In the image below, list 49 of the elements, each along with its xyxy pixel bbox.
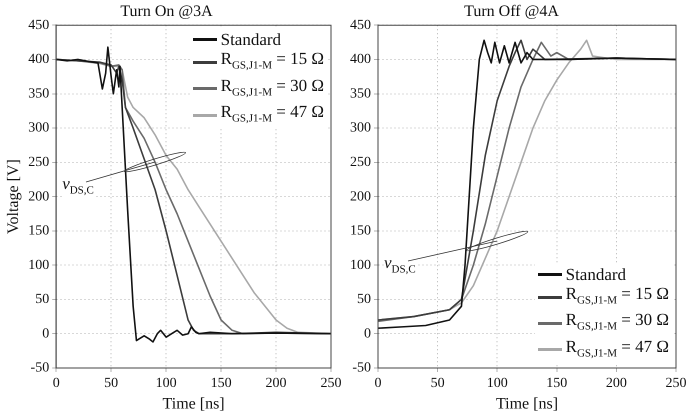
- x-tick-label: 0: [374, 376, 382, 392]
- legend-label: R$_{GS,J1-M}$ = 15 Ω: [220, 49, 324, 74]
- y-tick-label: -50: [30, 360, 50, 376]
- x-tick-label: 150: [210, 376, 232, 392]
- y-tick-label: 150: [350, 224, 371, 239]
- x-tick-label: 200: [606, 376, 627, 392]
- annotation: v$_{DS,C}$: [62, 174, 94, 197]
- y-tick-label: 0: [364, 326, 371, 342]
- legend-label: R$_{GS,J1-M}$ = 47 Ω: [220, 102, 324, 126]
- y-tick-label: 100: [350, 258, 371, 273]
- chart-title: Turn On @3A: [120, 2, 214, 20]
- y-tick-label: 300: [350, 120, 371, 136]
- y-tick-label: 100: [28, 258, 50, 273]
- y-tick-label: 0: [42, 326, 50, 342]
- legend-label: R$_{GS,J1-M}$ = 15 Ω: [566, 284, 669, 308]
- x-tick-label: 100: [486, 376, 508, 392]
- annotation: v$_{DS,C}$: [384, 253, 416, 276]
- legend-label: R$_{GS,J1-M}$ = 30 Ω: [566, 310, 669, 335]
- y-tick-label: -50: [352, 360, 371, 376]
- y-tick-label: 250: [350, 154, 371, 170]
- x-tick-label: 0: [52, 376, 60, 392]
- y-tick-label: 200: [28, 189, 50, 204]
- y-tick-label: 450: [350, 18, 371, 33]
- y-tick-label: 350: [350, 86, 371, 102]
- x-tick-label: 250: [666, 376, 686, 392]
- y-tick-label: 450: [28, 18, 50, 33]
- y-tick-label: 200: [350, 189, 371, 204]
- y-tick-label: 50: [357, 292, 371, 308]
- y-tick-label: 350: [28, 86, 50, 102]
- y-axis-title: Voltage [V]: [4, 159, 22, 234]
- x-axis-title: Time [ns]: [496, 396, 558, 413]
- x-tick-label: 50: [430, 376, 445, 392]
- x-tick-label: 100: [156, 376, 177, 392]
- x-tick-label: 200: [266, 376, 287, 392]
- x-tick-label: 50: [104, 376, 118, 392]
- legend-label: Standard: [566, 264, 626, 284]
- legend-label: R$_{GS,J1-M}$ = 47 Ω: [566, 336, 669, 361]
- y-tick-label: 300: [28, 120, 50, 136]
- chart-title: Turn Off @4A: [464, 2, 560, 20]
- legend-label: Standard: [220, 30, 282, 50]
- x-tick-label: 250: [320, 376, 342, 392]
- x-tick-label: 150: [546, 376, 568, 392]
- y-tick-label: 150: [28, 224, 50, 239]
- y-tick-label: 400: [350, 52, 371, 68]
- legend-label: R$_{GS,J1-M}$ = 30 Ω: [220, 76, 324, 100]
- x-axis-title: Time [ns]: [162, 396, 225, 413]
- y-tick-label: 250: [28, 154, 50, 170]
- y-tick-label: 400: [28, 52, 50, 68]
- y-tick-label: 50: [35, 292, 50, 308]
